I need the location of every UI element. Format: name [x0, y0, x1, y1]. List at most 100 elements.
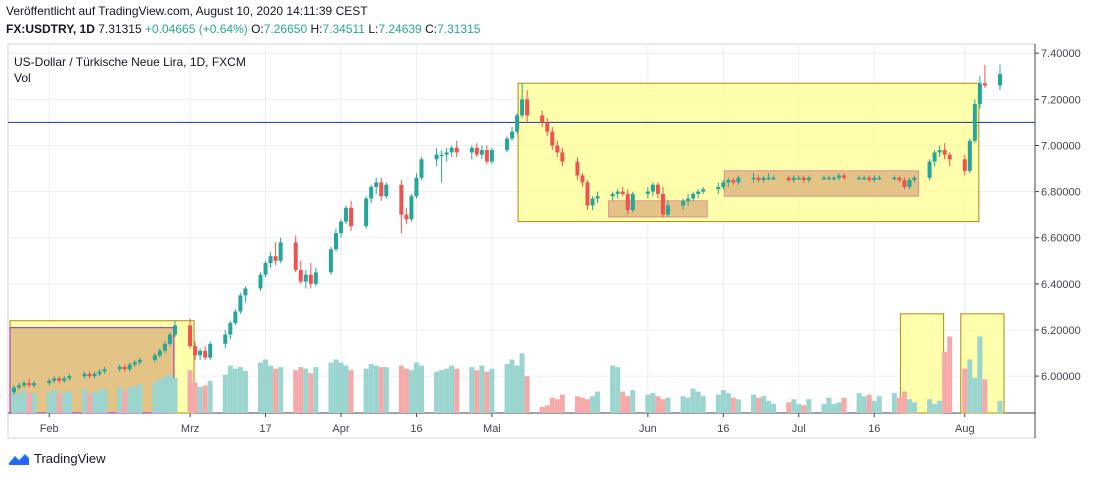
volume-bar — [51, 390, 57, 413]
volume-bar — [584, 399, 590, 413]
volume-bar — [665, 397, 671, 413]
volume-bar — [735, 399, 741, 413]
candle-body — [947, 154, 952, 160]
candle-body — [907, 180, 912, 187]
volume-bar — [162, 376, 168, 413]
volume-bar — [821, 403, 827, 413]
candle-body — [977, 83, 982, 104]
volume-bar — [222, 374, 228, 413]
candle-body — [550, 131, 555, 146]
highlight-box — [899, 313, 945, 414]
candle-body — [444, 152, 449, 155]
volume-bar — [509, 359, 515, 413]
volume-bar — [439, 370, 445, 413]
close-value: 7.31315 — [437, 22, 481, 36]
volume-bar — [132, 386, 138, 413]
candle-body — [510, 131, 515, 139]
volume-bar — [861, 396, 867, 413]
volume-bar — [207, 380, 213, 413]
volume-bar — [962, 368, 968, 413]
volume-bar — [263, 359, 269, 413]
volume-bar — [413, 362, 419, 413]
candle-body — [172, 325, 177, 335]
y-tick-label: 7.40000 — [1041, 48, 1081, 60]
candle-body — [716, 186, 721, 190]
candle-body — [932, 152, 937, 162]
x-tick-label: 16 — [868, 423, 880, 435]
volume-bar — [549, 397, 555, 413]
candle-body — [877, 177, 882, 180]
volume-bar — [620, 391, 626, 413]
candle-body — [681, 200, 686, 206]
volume-bar — [117, 387, 123, 413]
candle-body — [872, 177, 877, 181]
highlight-box — [517, 82, 980, 223]
candle-body — [726, 180, 731, 183]
candle-body — [842, 175, 847, 178]
candle-body — [982, 83, 987, 86]
candle-body — [162, 343, 167, 351]
volume-bar — [398, 365, 404, 413]
candle-body — [369, 186, 374, 199]
candle-body — [731, 180, 736, 183]
candle-body — [313, 272, 318, 284]
low-label: L: — [368, 22, 379, 36]
candle-body — [344, 207, 349, 222]
candle-body — [47, 380, 52, 384]
volume-bar — [434, 371, 440, 413]
candle-body — [520, 99, 525, 116]
volume-bar — [751, 394, 756, 413]
candle-body — [691, 193, 696, 199]
volume-bar — [308, 373, 314, 413]
volume-bar — [378, 367, 384, 413]
volume-bar — [514, 365, 520, 413]
candle-body — [796, 177, 801, 180]
volume-bar — [791, 399, 797, 413]
volume-bar — [901, 391, 907, 413]
volume-bar — [102, 388, 108, 413]
candle-body — [736, 177, 741, 183]
x-tick-label: Apr — [332, 423, 349, 435]
x-tick-label: 16 — [410, 423, 422, 435]
candle-body — [660, 193, 665, 215]
volume-bar — [418, 365, 424, 413]
candle-body — [505, 138, 509, 151]
y-tick-label: 6.80000 — [1041, 187, 1081, 199]
volume-bar — [645, 394, 651, 413]
volume-bar — [157, 379, 163, 413]
volume-bar — [449, 365, 455, 413]
volume-bar — [927, 399, 933, 413]
candle-body — [399, 184, 404, 215]
candle-body — [525, 99, 530, 116]
candle-body — [867, 177, 872, 181]
volume-bar — [152, 382, 158, 413]
candle-body — [912, 177, 917, 181]
volume-bar — [771, 403, 777, 413]
volume-bar — [801, 405, 807, 413]
volume-bar — [368, 364, 374, 413]
candle-body — [122, 366, 127, 370]
chart-title: US-Dollar / Türkische Neue Lira, 1D, FXC… — [14, 55, 246, 69]
volume-bar — [26, 392, 32, 413]
volume-bar — [559, 394, 565, 413]
volume-bar — [258, 362, 263, 413]
candle-body — [857, 177, 862, 180]
volume-bar — [504, 364, 510, 413]
zone-box — [9, 327, 175, 414]
candle-body — [117, 366, 122, 370]
footer-branding[interactable]: TradingView — [8, 451, 106, 466]
volume-bar — [444, 368, 450, 413]
volume-label: Vol — [14, 71, 31, 85]
candle-body — [268, 256, 273, 264]
volume-bar — [11, 391, 17, 413]
volume-bar — [967, 359, 973, 413]
candle-body — [831, 177, 836, 180]
y-tick-label: 6.40000 — [1041, 279, 1081, 291]
x-tick-label: Jul — [792, 423, 806, 435]
price-chart[interactable]: 7.40000 7.20000 7.00000 6.80000 6.60000 6.400… — [0, 0, 1100, 446]
volume-bar — [856, 393, 862, 413]
volume-bar — [167, 374, 173, 413]
volume-bar — [630, 390, 636, 413]
candle-body — [806, 177, 811, 181]
volume-bar — [544, 405, 550, 413]
